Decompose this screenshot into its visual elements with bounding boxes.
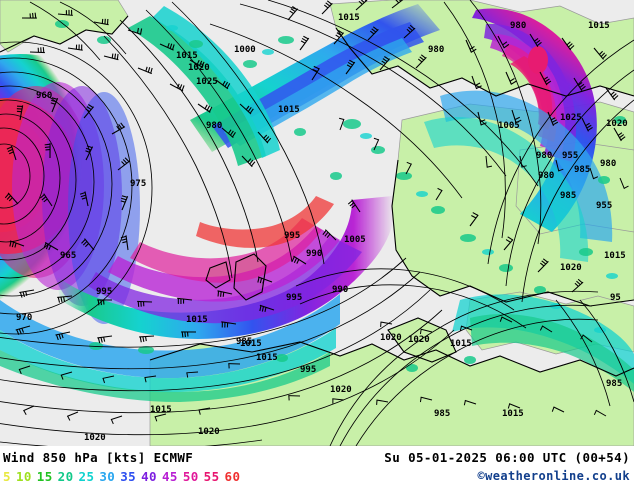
colorscale-step-50[interactable]: 50	[182, 469, 199, 484]
isobar-label: 1020	[330, 385, 352, 395]
isobar-label: 1015	[450, 339, 472, 349]
isobar-label: 1020	[408, 335, 430, 345]
isobar-label: 990	[306, 249, 322, 259]
isobar-label-layer: 960 965 970 975 980 985 990 995 1005 101…	[16, 13, 628, 443]
jet-band-south	[56, 196, 395, 339]
isobar-label: 1005	[344, 235, 366, 245]
isobar-label: 980	[206, 121, 222, 131]
colorscale-step-10[interactable]: 10	[15, 469, 32, 484]
colorscale-step-5[interactable]: 5	[3, 469, 11, 484]
isobar-label: 960	[36, 91, 52, 101]
colorscale-step-15[interactable]: 15	[36, 469, 53, 484]
isobar-label: 985	[434, 409, 450, 419]
isobar-label: 980	[510, 21, 526, 31]
valid-time-label: Su 05-01-2025 06:00 UTC (00+54)	[384, 450, 630, 465]
isobar-label: 980	[428, 45, 444, 55]
copyright-label: ©weatheronline.co.uk	[477, 469, 630, 483]
isobar-label: 1015	[604, 251, 626, 261]
isobar-label: 1000	[234, 45, 256, 55]
isobar-label: 1015	[588, 21, 610, 31]
isobar-label: 1015	[240, 339, 262, 349]
isobar-label: 985	[560, 191, 576, 201]
windspeed-colorscale[interactable]: 5 10 15 20 25 30 35 40 45 50 55 60	[3, 469, 245, 484]
isobar-label: 995	[284, 231, 300, 241]
isobar-label: 1015	[338, 13, 360, 23]
isobar-label: 995	[300, 365, 316, 375]
isobar-label: 1020	[188, 63, 210, 73]
colorscale-step-45[interactable]: 45	[161, 469, 178, 484]
isobar-label: 1005	[498, 121, 520, 131]
isobar-label: 995	[286, 293, 302, 303]
isobar-label: 985	[574, 165, 590, 175]
colorscale-step-60[interactable]: 60	[224, 469, 241, 484]
isobar-label: 1015	[150, 405, 172, 415]
isobar-label: 995	[96, 287, 112, 297]
coastline-layer	[0, 15, 634, 377]
isobar-label: 980	[600, 159, 616, 169]
isobar-label: 95	[610, 293, 621, 303]
isobar-label: 985	[606, 379, 622, 389]
isobar-label: 1025	[196, 77, 218, 87]
isobar-label: 1015	[256, 353, 278, 363]
chart-footer: Wind 850 hPa [kts] ECMWF Su 05-01-2025 0…	[0, 446, 634, 490]
isobar-label: 1020	[198, 427, 220, 437]
isobar-layer	[0, 0, 634, 446]
isobar-label: 955	[596, 201, 612, 211]
colorscale-step-20[interactable]: 20	[57, 469, 74, 484]
isobar-label: 1015	[186, 315, 208, 325]
weather-map[interactable]: 960 965 970 975 980 985 990 995 1005 101…	[0, 0, 634, 446]
isobar-label: 1020	[380, 333, 402, 343]
isobar-label: 965	[60, 251, 76, 261]
isobar-label: 1015	[278, 105, 300, 115]
isobar-label: 1015	[502, 409, 524, 419]
isobar-label: 955	[562, 151, 578, 161]
isobar-label: 1020	[84, 433, 106, 443]
isobar-label: 970	[16, 313, 32, 323]
colorscale-step-30[interactable]: 30	[99, 469, 116, 484]
colorscale-step-55[interactable]: 55	[203, 469, 220, 484]
colorscale-step-35[interactable]: 35	[120, 469, 137, 484]
chart-title: Wind 850 hPa [kts] ECMWF	[3, 450, 194, 465]
isobar-label: 1025	[560, 113, 582, 123]
isobar-label: 980	[538, 171, 554, 181]
isobar-label: 975	[130, 179, 146, 189]
isobar-label: 985	[236, 337, 252, 347]
colorscale-step-25[interactable]: 25	[78, 469, 95, 484]
isobar-label: 980	[536, 151, 552, 161]
isobar-label: 1020	[606, 119, 628, 129]
isobar-label: 990	[332, 285, 348, 295]
isobar-label: 1015	[176, 51, 198, 61]
colorscale-step-40[interactable]: 40	[141, 469, 157, 484]
isobar-label: 1020	[560, 263, 582, 273]
map-canvas[interactable]: 960 965 970 975 980 985 990 995 1005 101…	[0, 0, 634, 446]
eastern-wind-max	[472, 8, 597, 232]
